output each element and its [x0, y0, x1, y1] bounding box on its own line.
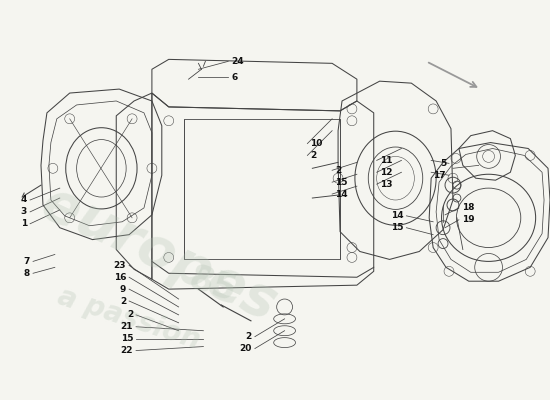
Text: 21: 21 — [120, 322, 133, 331]
Text: 22: 22 — [120, 346, 133, 355]
Text: 24: 24 — [231, 57, 244, 66]
Text: 10: 10 — [310, 139, 323, 148]
Text: a passion: a passion — [54, 282, 204, 355]
Text: 5: 5 — [440, 159, 446, 168]
Text: 14: 14 — [335, 190, 348, 198]
Text: 1: 1 — [21, 219, 27, 228]
Text: 13: 13 — [379, 180, 392, 189]
Text: 12: 12 — [379, 168, 392, 177]
Text: 14: 14 — [391, 211, 404, 220]
Text: 7: 7 — [24, 257, 30, 266]
Text: 15: 15 — [391, 223, 404, 232]
Text: 8: 8 — [24, 269, 30, 278]
Text: europes: europes — [33, 176, 285, 332]
Text: 23: 23 — [114, 261, 126, 270]
Text: 2: 2 — [335, 166, 342, 175]
Text: 11: 11 — [379, 156, 392, 165]
Text: 16: 16 — [114, 273, 126, 282]
Text: 3: 3 — [21, 207, 27, 216]
Text: 2: 2 — [310, 151, 317, 160]
Text: 18: 18 — [462, 204, 474, 212]
Text: 17: 17 — [433, 171, 446, 180]
Text: 2: 2 — [246, 332, 252, 341]
Text: 9: 9 — [120, 285, 126, 294]
Text: 2: 2 — [120, 296, 126, 306]
Text: 4: 4 — [21, 196, 27, 204]
Text: 85: 85 — [185, 260, 241, 308]
Text: 6: 6 — [231, 73, 238, 82]
Text: 20: 20 — [240, 344, 252, 353]
Text: 2: 2 — [127, 310, 133, 319]
Text: 15: 15 — [335, 178, 348, 187]
Text: 19: 19 — [462, 215, 475, 224]
Text: 15: 15 — [120, 334, 133, 343]
